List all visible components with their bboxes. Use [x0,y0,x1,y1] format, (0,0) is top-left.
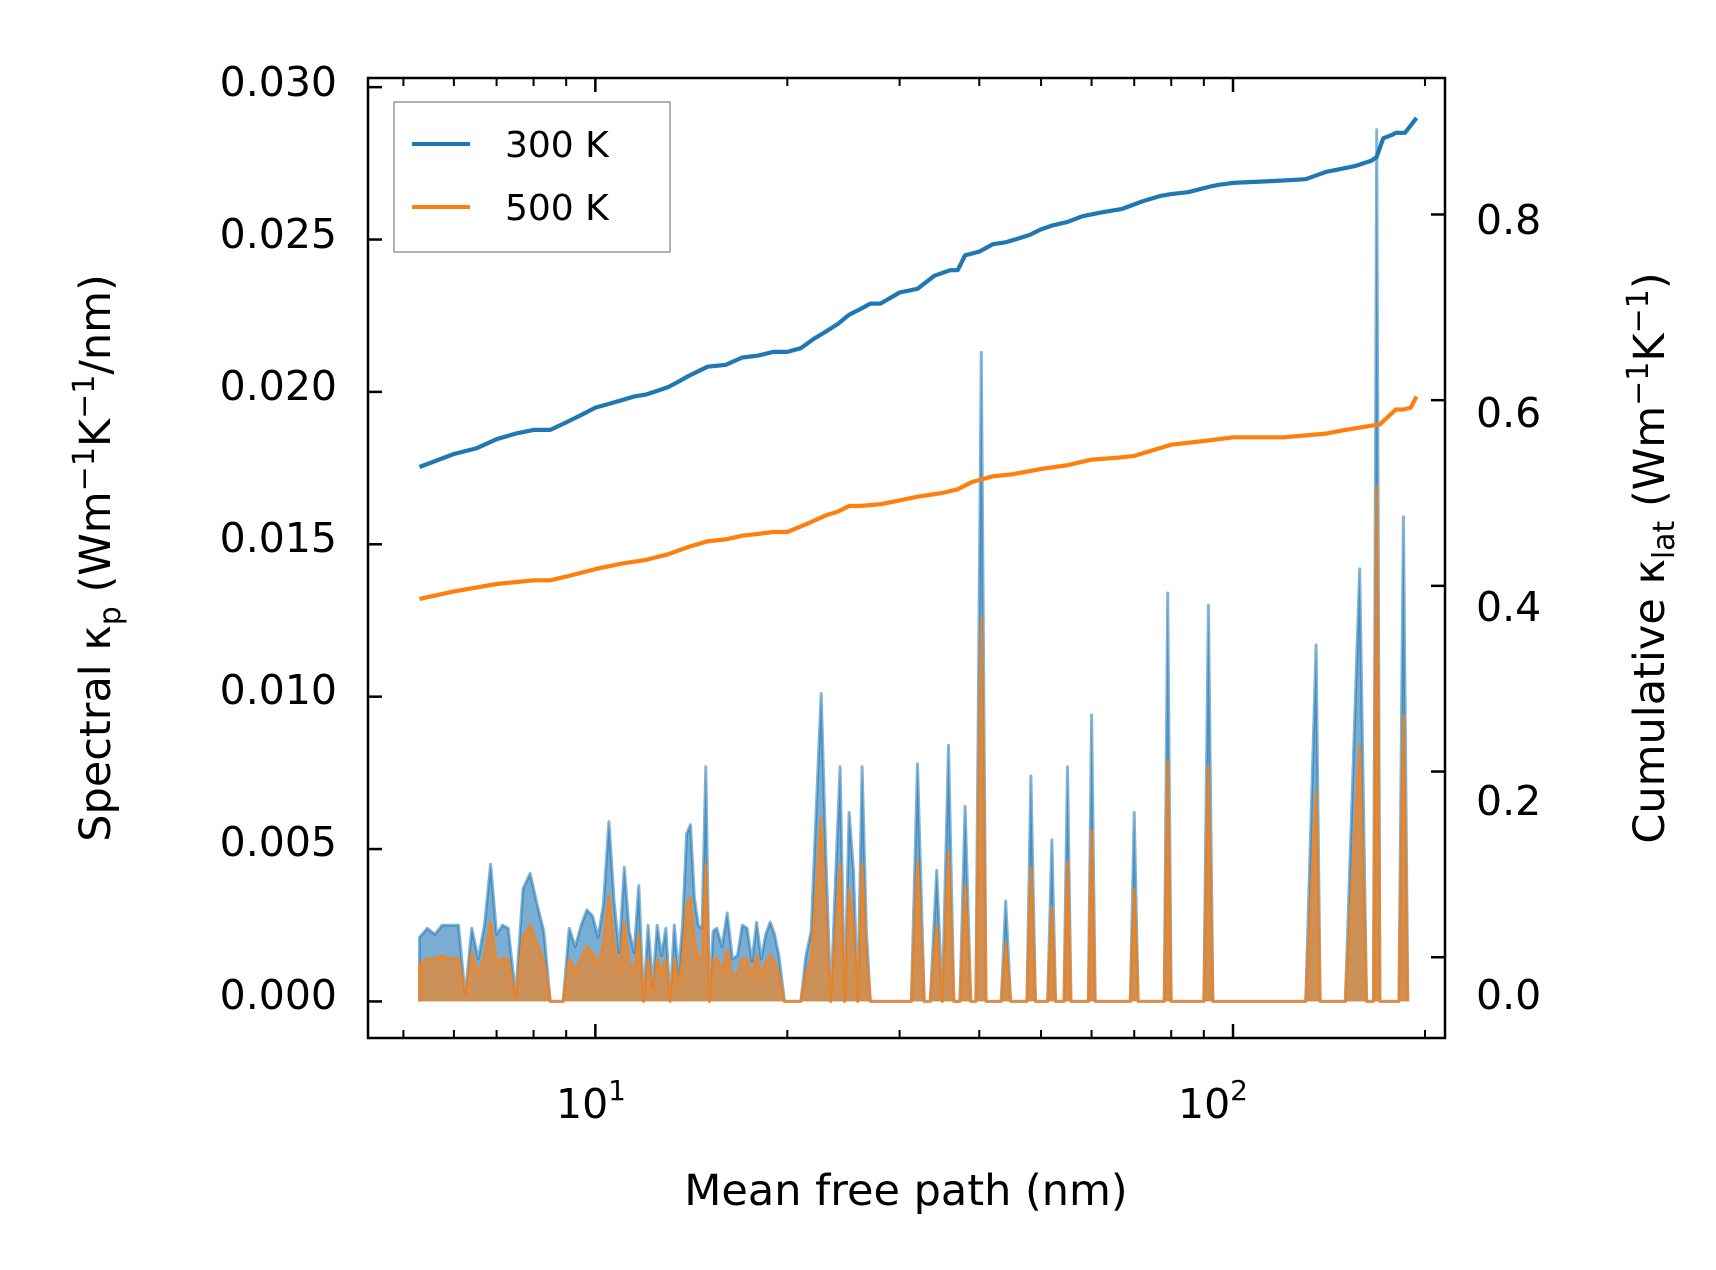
legend-box [393,101,671,253]
x-axis-label: Mean free path (nm) [684,1166,1127,1216]
x-tick-labels: 101 102 [556,1074,1248,1128]
y-axis-label-right: Cumulative κlat (Wm−1K−1) [1621,272,1682,843]
left-tick-label: 0.020 [220,362,337,410]
left-tick-label: 0.000 [220,971,337,1019]
series-lines [418,116,1419,601]
legend: 300 K 500 K [393,101,671,253]
x-tick-label-10: 101 [556,1074,626,1128]
left-tick-label: 0.005 [220,818,337,866]
right-tick-label: 0.6 [1476,389,1541,437]
left-tick-label: 0.015 [220,514,337,562]
left-tick-labels: 0.000 0.005 0.010 0.015 0.020 0.025 0.03… [220,58,337,1019]
left-tick-label: 0.010 [220,666,337,714]
spectral-area-500k [418,484,1410,1003]
right-tick-label: 0.4 [1476,583,1541,631]
cumulative-line-300k [418,116,1419,469]
spectral-fills [418,128,1410,1003]
ticks [368,78,1445,1038]
legend-label-500k: 500 K [505,188,610,229]
right-tick-label: 0.8 [1476,196,1541,244]
plot-frame [366,76,1447,1040]
right-tick-labels: 0.0 0.2 0.4 0.6 0.8 [1476,196,1541,1019]
left-tick-label: 0.030 [220,58,337,106]
y-axis-label-left: Spectral κp (Wm−1K−1/nm) [67,274,128,842]
left-tick-label: 0.025 [220,210,337,258]
cumulative-line-500k [419,395,1419,601]
right-tick-label: 0.0 [1476,971,1541,1019]
x-tick-label-100: 102 [1178,1074,1248,1128]
legend-label-300k: 300 K [505,125,610,166]
right-tick-label: 0.2 [1476,777,1541,825]
